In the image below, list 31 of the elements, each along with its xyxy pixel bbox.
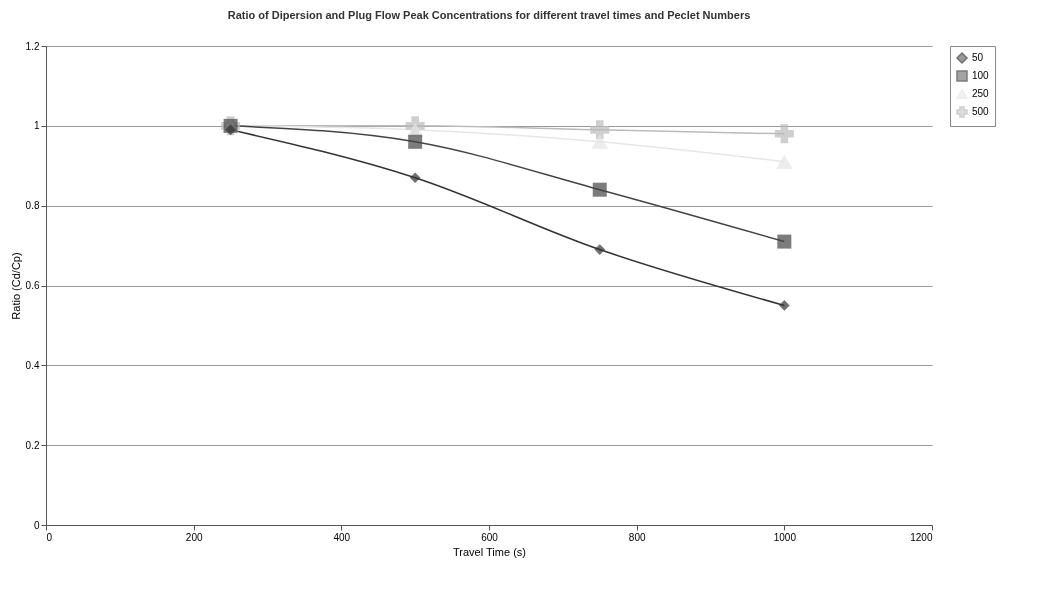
x-tick-label: 800 — [628, 531, 646, 543]
point — [777, 234, 792, 249]
x-tick-label: 600 — [481, 531, 499, 543]
legend-label: 500 — [972, 106, 990, 117]
y-tick-label: 1 — [33, 120, 40, 132]
point — [774, 124, 794, 144]
point — [591, 134, 609, 150]
y-tick-label: 0.8 — [25, 200, 40, 212]
point — [779, 300, 790, 311]
point — [590, 120, 610, 140]
point — [592, 182, 607, 197]
point — [409, 172, 421, 184]
y-tick-label: 0.4 — [25, 359, 40, 371]
x-axis-title: Travel Time (s) — [453, 545, 526, 558]
y-tick-label: 1.2 — [25, 40, 40, 52]
y-tick-label: 0.2 — [25, 439, 40, 451]
y-tick-label: 0.6 — [25, 280, 40, 291]
point — [594, 244, 606, 255]
y-axis-title: Ratio (Cd/Cp) — [9, 252, 22, 320]
point — [408, 134, 423, 149]
x-tick-label: 0 — [46, 531, 53, 543]
legend-label: 50 — [972, 52, 984, 63]
legend-label: 100 — [972, 70, 990, 81]
x-tick-label: 1200 — [910, 531, 933, 543]
point — [775, 154, 793, 169]
x-tick-label: 400 — [333, 531, 351, 543]
x-tick-label: 200 — [185, 531, 203, 543]
chart-title: Ratio of Dipersion and Plug Flow Peak Concentrations for different travel times and Peclet Numbers — [227, 9, 751, 21]
x-tick-label: 1000 — [773, 531, 797, 543]
y-tick-label: 0 — [33, 519, 40, 531]
legend-label: 250 — [972, 88, 990, 99]
